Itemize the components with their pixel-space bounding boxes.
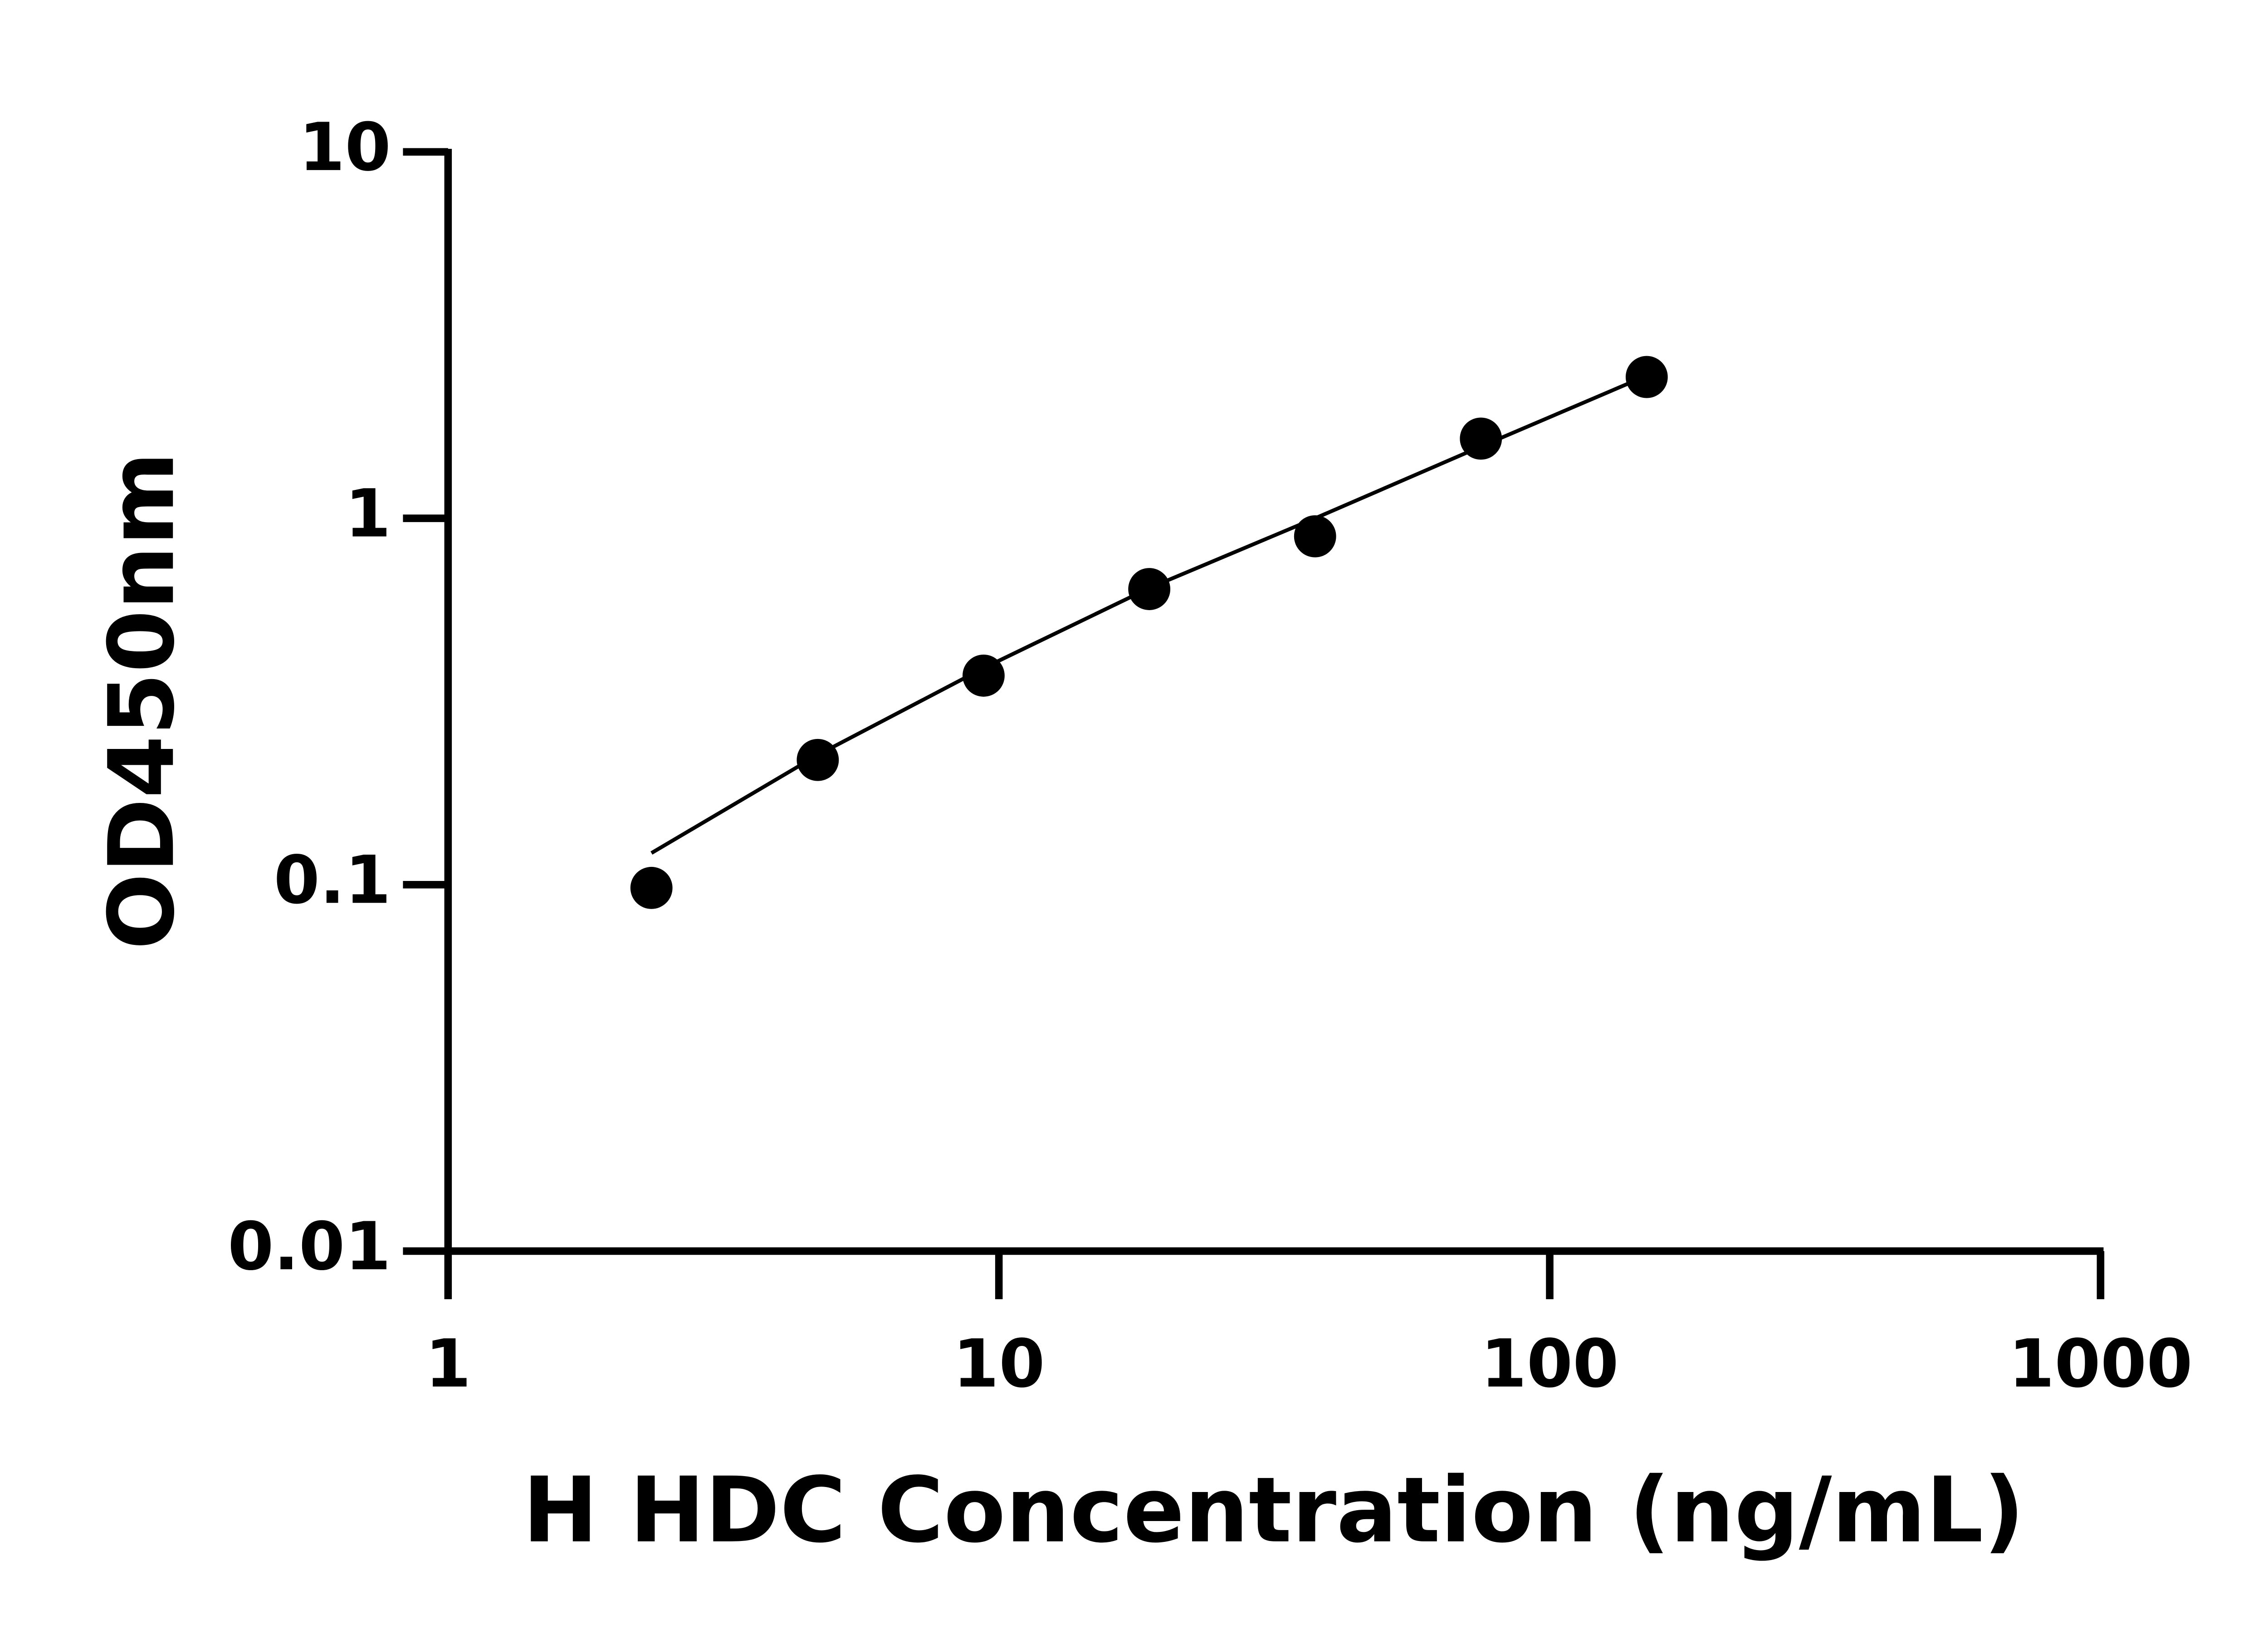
x-tick-label: 10 — [953, 1326, 1045, 1403]
y-axis-title: OD450nm — [89, 452, 194, 950]
y-tick-label: 1 — [345, 476, 391, 553]
y-tick-label: 10 — [299, 109, 391, 186]
data-point — [630, 866, 673, 909]
x-axis-title: H HDC Concentration (ng/mL) — [523, 1458, 2024, 1563]
y-tick-label: 0.01 — [228, 1208, 391, 1285]
fit-line — [650, 374, 1647, 855]
x-tick-label: 1 — [425, 1326, 471, 1403]
x-tick-label: 1000 — [2009, 1326, 2193, 1403]
y-tick-label: 0.1 — [274, 842, 391, 919]
data-point — [1294, 515, 1336, 558]
x-tick-label: 100 — [1481, 1326, 1618, 1403]
